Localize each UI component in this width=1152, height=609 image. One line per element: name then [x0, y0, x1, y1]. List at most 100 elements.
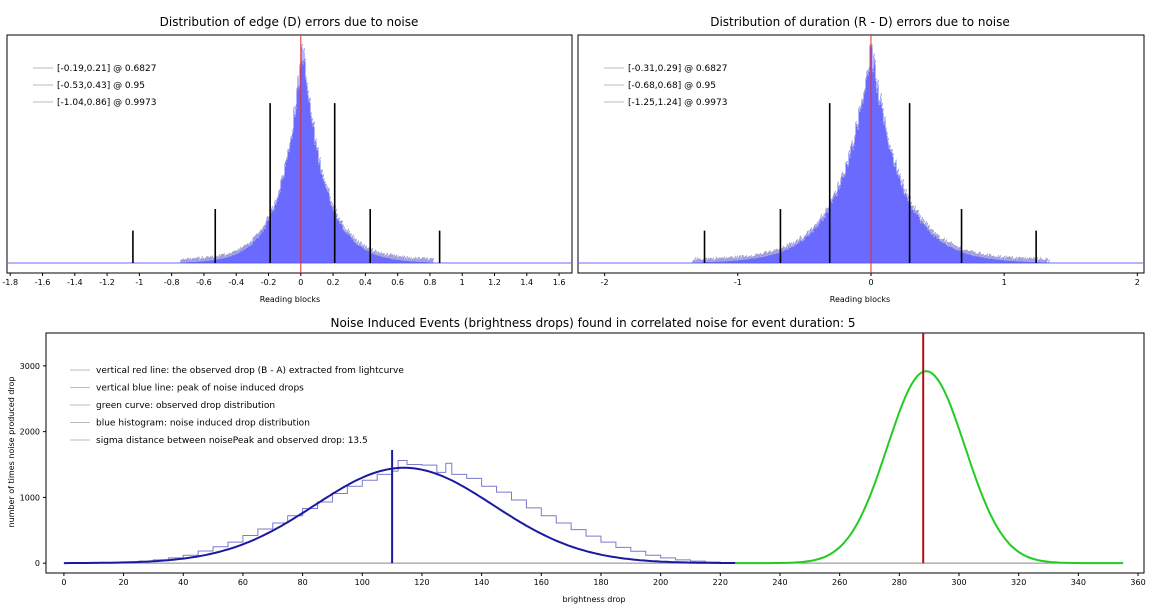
chart1-histogram-outline: [338, 217, 340, 221]
chart2-frame: [577, 34, 1145, 274]
chart2-histogram-outline: [1022, 257, 1024, 262]
chart2-histogram-outline: [707, 257, 709, 263]
chart1-histogram-outline: [304, 58, 306, 62]
chart2-histogram-outline: [928, 224, 930, 230]
chart1-histogram-outline: [337, 217, 339, 221]
chart1-histogram-outline: [201, 256, 203, 262]
chart1-histogram-outline: [355, 239, 357, 243]
chart2-histogram-outline: [1000, 257, 1002, 261]
chart1-histogram-outline: [309, 97, 311, 103]
chart2-histogram-outline: [966, 249, 968, 254]
chart2-histogram-outline: [922, 218, 924, 224]
chart2-histogram-outline: [992, 255, 994, 260]
chart2-histogram-outline: [749, 256, 751, 259]
chart2-histogram-outline: [860, 104, 862, 109]
chart2-histogram-outline: [936, 233, 938, 239]
chart1-histogram-outline: [377, 251, 379, 256]
chart2-histogram-outline: [1001, 257, 1003, 261]
chart1-legend-label: [-1.04,0.86] @ 0.9973: [57, 98, 156, 108]
chart2-histogram-outline: [803, 236, 805, 241]
chart2-histogram-outline: [852, 145, 854, 151]
chart2-histogram-outline: [993, 256, 995, 260]
chart2-histogram-outline: [1019, 256, 1021, 262]
chart2-histogram-outline: [796, 239, 798, 244]
chart2-histogram-outline: [1024, 256, 1026, 262]
chart2-histogram-outline: [759, 252, 761, 258]
chart1-histogram-outline: [297, 75, 299, 79]
chart1-histogram-outline: [230, 253, 232, 257]
chart2-histogram-outline: [854, 134, 856, 138]
chart2-histogram-outline: [958, 246, 960, 251]
chart2-xtick-label: 0: [868, 278, 873, 287]
chart2-histogram-outline: [800, 236, 802, 241]
chart2-histogram-outline: [778, 249, 780, 253]
chart2-histogram-outline: [807, 230, 809, 235]
chart1-histogram-outline: [319, 157, 321, 161]
chart2-histogram-outline: [994, 256, 996, 260]
chart2-histogram-outline: [1009, 256, 1011, 261]
chart2-histogram-outline: [819, 218, 821, 222]
chart2-histogram-outline: [933, 232, 935, 238]
chart2-histogram-outline: [1023, 258, 1025, 262]
chart2-histogram-outline: [859, 108, 861, 112]
chart2-histogram-outline: [705, 257, 707, 263]
chart1-histogram-outline: [252, 236, 254, 242]
chart1-histogram-outline: [221, 253, 223, 259]
chart2-xtick-label: -2: [601, 278, 609, 287]
chart2-histogram-outline: [925, 220, 927, 226]
chart1-xtick-label: -0.2: [261, 278, 277, 287]
chart2-histogram-outline: [916, 209, 918, 215]
chart1-histogram-outline: [423, 257, 425, 263]
chart2-histogram-outline: [955, 246, 957, 251]
chart1-histogram-outline: [193, 257, 195, 262]
chart1-histogram-outline: [312, 121, 314, 127]
chart1-histogram-outline: [332, 205, 334, 211]
chart1-histogram-outline: [321, 169, 323, 175]
chart1-legend-label: [-0.19,0.21] @ 0.6827: [57, 64, 156, 74]
chart2-histogram-outline: [757, 254, 759, 259]
chart1-histogram-outline: [295, 104, 297, 110]
chart2-histogram-outline: [723, 256, 725, 262]
chart1-histogram-outline: [301, 43, 303, 48]
chart2-histogram-outline: [731, 256, 733, 261]
chart2-histogram-outline: [990, 255, 992, 259]
chart2-histogram-outline: [801, 239, 803, 242]
chart3-xtick-label: 100: [355, 578, 370, 587]
chart2-histogram-outline: [867, 70, 869, 76]
chart1-histogram-outline: [402, 256, 404, 261]
chart1-histogram-outline: [380, 251, 382, 257]
chart1-histogram-outline: [335, 208, 337, 213]
chart2-histogram-outline: [755, 253, 757, 258]
chart2-histogram-outline: [1025, 258, 1027, 262]
chart1-histogram-outline: [417, 256, 419, 262]
chart1-histogram-outline: [213, 256, 215, 260]
chart2-histogram-outline: [984, 254, 986, 259]
chart1-histogram-outline: [360, 242, 362, 247]
chart2-histogram-outline: [768, 250, 770, 256]
chart1-histogram-outline: [181, 259, 183, 263]
chart3-legend-label: vertical red line: the observed drop (B …: [96, 366, 404, 376]
chart2-histogram-outline: [954, 245, 956, 250]
chart2-histogram-outline: [741, 254, 743, 260]
chart2-histogram-outline: [834, 190, 836, 195]
chart2-histogram-outline: [996, 257, 998, 260]
chart1-histogram-outline: [352, 234, 354, 240]
chart3-title: Noise Induced Events (brightness drops) …: [330, 316, 855, 330]
chart2-histogram-outline: [714, 259, 716, 262]
chart2-title: Distribution of duration (R - D) errors …: [710, 15, 1010, 29]
chart1-xtick-label: -0.4: [228, 278, 244, 287]
chart2-histogram-outline: [840, 176, 842, 182]
chart1-histogram-outline: [191, 258, 193, 263]
chart3-legend-label: blue histogram: noise induced drop distr…: [96, 419, 310, 429]
chart2-histogram-outline: [900, 179, 902, 186]
chart1-histogram-outline: [287, 148, 289, 151]
chart1-histogram-outline: [289, 141, 291, 146]
chart1-histogram-outline: [418, 257, 420, 262]
chart1-histogram-outline: [359, 241, 361, 247]
chart2-histogram-outline: [945, 239, 947, 245]
chart1-histogram-outline: [307, 90, 309, 95]
chart2-histogram-outline: [818, 219, 820, 224]
chart2-histogram-outline: [831, 199, 833, 204]
chart1-histogram-outline: [382, 253, 384, 258]
